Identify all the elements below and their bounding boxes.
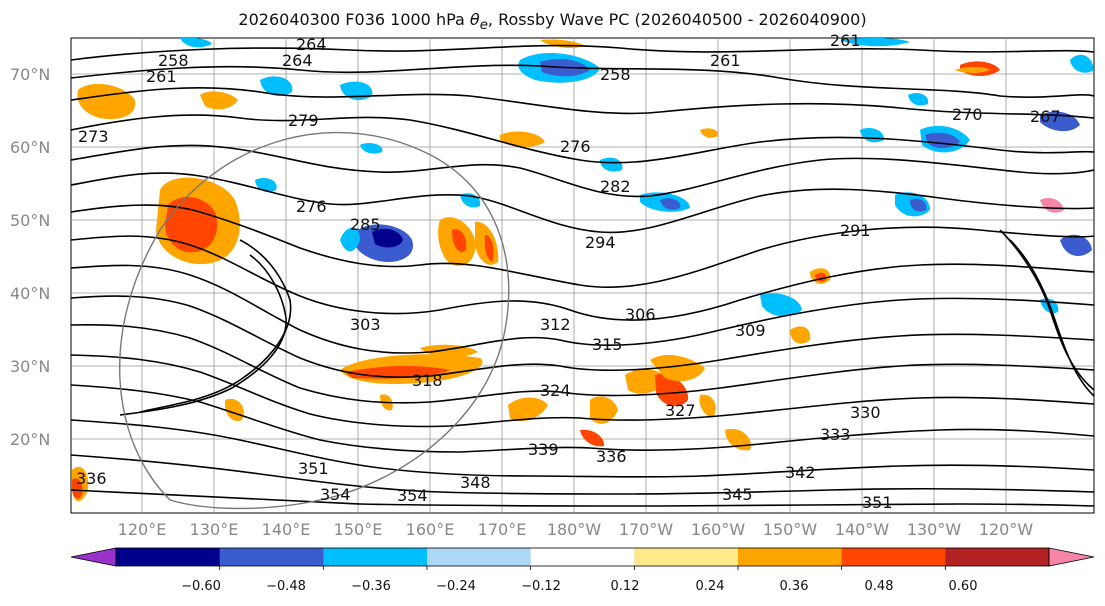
lon-tick-label: 140°W <box>835 520 890 539</box>
lon-tick-label: 170°W <box>619 520 674 539</box>
colorbar-tick-label: −0.48 <box>266 579 306 594</box>
contour-label: 264 <box>296 35 327 54</box>
colorbar: −0.60 −0.48 −0.36 −0.24 −0.12 0.12 0.24 … <box>70 547 1095 594</box>
colorbar-tick-label: 0.12 <box>611 579 640 594</box>
colorbar-segment <box>634 548 739 566</box>
colorbar-segment <box>116 548 221 566</box>
contour-label: 261 <box>830 31 861 50</box>
contour-label: 276 <box>560 137 591 156</box>
contour-label: 306 <box>625 305 656 324</box>
colorbar-tick-label: −0.60 <box>181 579 221 594</box>
lat-tick-label: 20°N <box>10 430 50 449</box>
contour-label: 351 <box>862 493 893 512</box>
lon-tick-label: 140°E <box>262 520 311 539</box>
contour-label: 342 <box>785 463 816 482</box>
latitude-labels: 70°N 60°N 50°N 40°N 30°N 20°N <box>10 65 50 449</box>
contour-label: 345 <box>722 485 753 504</box>
contour-label: 285 <box>350 215 381 234</box>
lon-tick-label: 180°W <box>547 520 602 539</box>
contour-label: 294 <box>585 233 616 252</box>
map-fields <box>71 38 1094 513</box>
colorbar-tick-label: −0.24 <box>436 579 476 594</box>
lat-tick-label: 40°N <box>10 284 50 303</box>
colorbar-tick-label: −0.36 <box>351 579 391 594</box>
contour-label: 318 <box>412 371 443 390</box>
contour-label: 264 <box>282 51 313 70</box>
colorbar-tick-labels: −0.60 −0.48 −0.36 −0.24 −0.12 0.12 0.24 … <box>181 579 977 594</box>
lon-tick-label: 160°W <box>691 520 746 539</box>
colorbar-segment <box>738 548 843 566</box>
lat-tick-label: 30°N <box>10 357 50 376</box>
lon-tick-label: 150°E <box>334 520 383 539</box>
contour-label: 267 <box>1030 107 1061 126</box>
lon-tick-label: 170°E <box>478 520 527 539</box>
colorbar-tick-label: 0.60 <box>949 579 978 594</box>
colorbar-tick-label: 0.24 <box>696 579 725 594</box>
lon-tick-label: 160°E <box>406 520 455 539</box>
contour-label: 348 <box>460 473 491 492</box>
contour-label: 330 <box>850 403 881 422</box>
contour-label: 312 <box>540 315 571 334</box>
contour-label: 324 <box>540 381 571 400</box>
colorbar-segment <box>945 548 1050 566</box>
contour-label: 258 <box>158 51 189 70</box>
graticule <box>71 38 1094 513</box>
colorbar-segment <box>530 548 635 566</box>
colorbar-tick-label: −0.12 <box>521 579 561 594</box>
contour-label: 354 <box>320 485 351 504</box>
contour-label: 291 <box>840 221 871 240</box>
contour-label: 351 <box>298 459 329 478</box>
colorbar-extend-high <box>1048 547 1095 567</box>
colorbar-ticks <box>219 566 946 570</box>
colorbar-outline <box>115 547 1050 567</box>
lon-tick-label: 120°E <box>118 520 167 539</box>
lat-tick-label: 70°N <box>10 65 50 84</box>
contour-label: 354 <box>397 486 428 505</box>
contour-label: 270 <box>952 105 983 124</box>
colorbar-segments <box>70 547 1095 567</box>
lon-tick-label: 130°W <box>907 520 962 539</box>
contour-labels: 264 258 261 273 279 276 285 282 294 291 … <box>76 31 1061 512</box>
contour-label: 276 <box>296 197 327 216</box>
lon-tick-label: 120°W <box>979 520 1034 539</box>
colorbar-segment <box>323 548 428 566</box>
contour-label: 261 <box>146 67 177 86</box>
colorbar-segment <box>841 548 946 566</box>
lon-tick-label: 150°W <box>763 520 818 539</box>
projection-circle <box>119 131 510 510</box>
map-title: 2026040300 F036 1000 hPa θe, Rossby Wave… <box>238 10 867 34</box>
contour-label: 282 <box>600 177 631 196</box>
contour-label: 327 <box>665 401 696 420</box>
anomaly-shading <box>72 38 1094 502</box>
contour-label: 339 <box>528 440 559 459</box>
contour-label: 333 <box>820 425 851 444</box>
contour-label: 336 <box>596 447 627 466</box>
colorbar-extend-low <box>70 547 117 567</box>
colorbar-segment <box>219 548 324 566</box>
colorbar-segment <box>427 548 532 566</box>
lat-tick-label: 50°N <box>10 211 50 230</box>
lat-tick-label: 60°N <box>10 138 50 157</box>
contour-label: 309 <box>735 321 766 340</box>
theta-e-contours <box>71 44 1094 507</box>
contour-label: 279 <box>288 111 319 130</box>
lon-tick-label: 130°E <box>190 520 239 539</box>
contour-label: 336 <box>76 469 107 488</box>
colorbar-tick-label: 0.48 <box>865 579 894 594</box>
colorbar-tick-label: 0.36 <box>780 579 809 594</box>
longitude-labels: 120°E 130°E 140°E 150°E 160°E 170°E 180°… <box>118 520 1034 539</box>
map-plot-area: 264 258 261 273 279 276 285 282 294 291 … <box>10 31 1095 539</box>
contour-label: 261 <box>710 51 741 70</box>
contour-label: 258 <box>600 65 631 84</box>
contour-label: 273 <box>78 127 109 146</box>
contour-label: 315 <box>592 335 623 354</box>
contour-label: 303 <box>350 315 381 334</box>
